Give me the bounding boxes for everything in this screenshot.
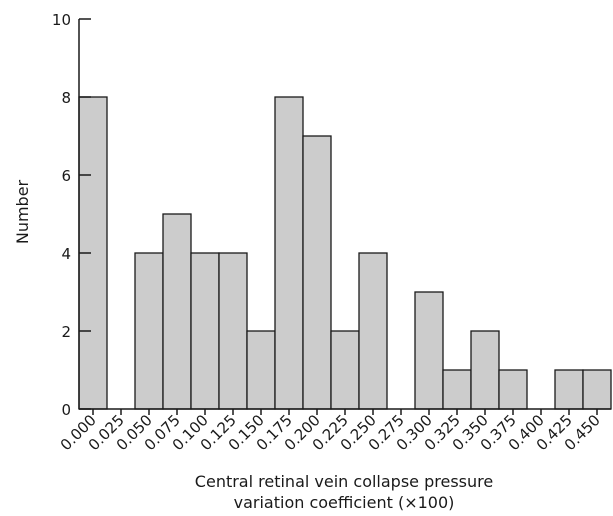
bar-0.300 bbox=[414, 291, 444, 410]
bar-0.125 bbox=[218, 252, 248, 410]
bar-0.050 bbox=[134, 252, 164, 410]
bar-0.200 bbox=[302, 135, 332, 410]
x-ticks-group: 0.0000.0250.0500.0750.1000.1250.1500.175… bbox=[57, 409, 604, 454]
y-axis-title: Number bbox=[13, 179, 32, 244]
bar-0.100 bbox=[190, 252, 220, 410]
bar-0.375 bbox=[498, 369, 528, 410]
bar-0.250 bbox=[358, 252, 388, 410]
y-ticks-group: 0 2 4 6 8 10 bbox=[52, 11, 91, 419]
bar-0.175 bbox=[274, 96, 304, 410]
bar-0.075 bbox=[162, 213, 192, 410]
y-tick-label: 4 bbox=[61, 245, 71, 263]
y-tick-label: 8 bbox=[61, 89, 71, 107]
bar-0.425 bbox=[554, 369, 584, 410]
y-tick-label: 2 bbox=[61, 323, 71, 341]
y-tick-label: 0 bbox=[61, 401, 71, 419]
bars-group bbox=[78, 96, 612, 410]
bar-0.325 bbox=[442, 369, 472, 410]
bar-0.150 bbox=[246, 330, 276, 410]
bar-0.450 bbox=[582, 369, 612, 410]
y-tick-label: 6 bbox=[61, 167, 71, 185]
bar-0.225 bbox=[330, 330, 360, 410]
x-axis-title-line-1: Central retinal vein collapse pressure bbox=[195, 472, 493, 491]
x-axis-title-line-2: variation coefficient (×100) bbox=[234, 493, 455, 512]
bar-0.350 bbox=[470, 330, 500, 410]
y-tick-label: 10 bbox=[52, 11, 71, 29]
